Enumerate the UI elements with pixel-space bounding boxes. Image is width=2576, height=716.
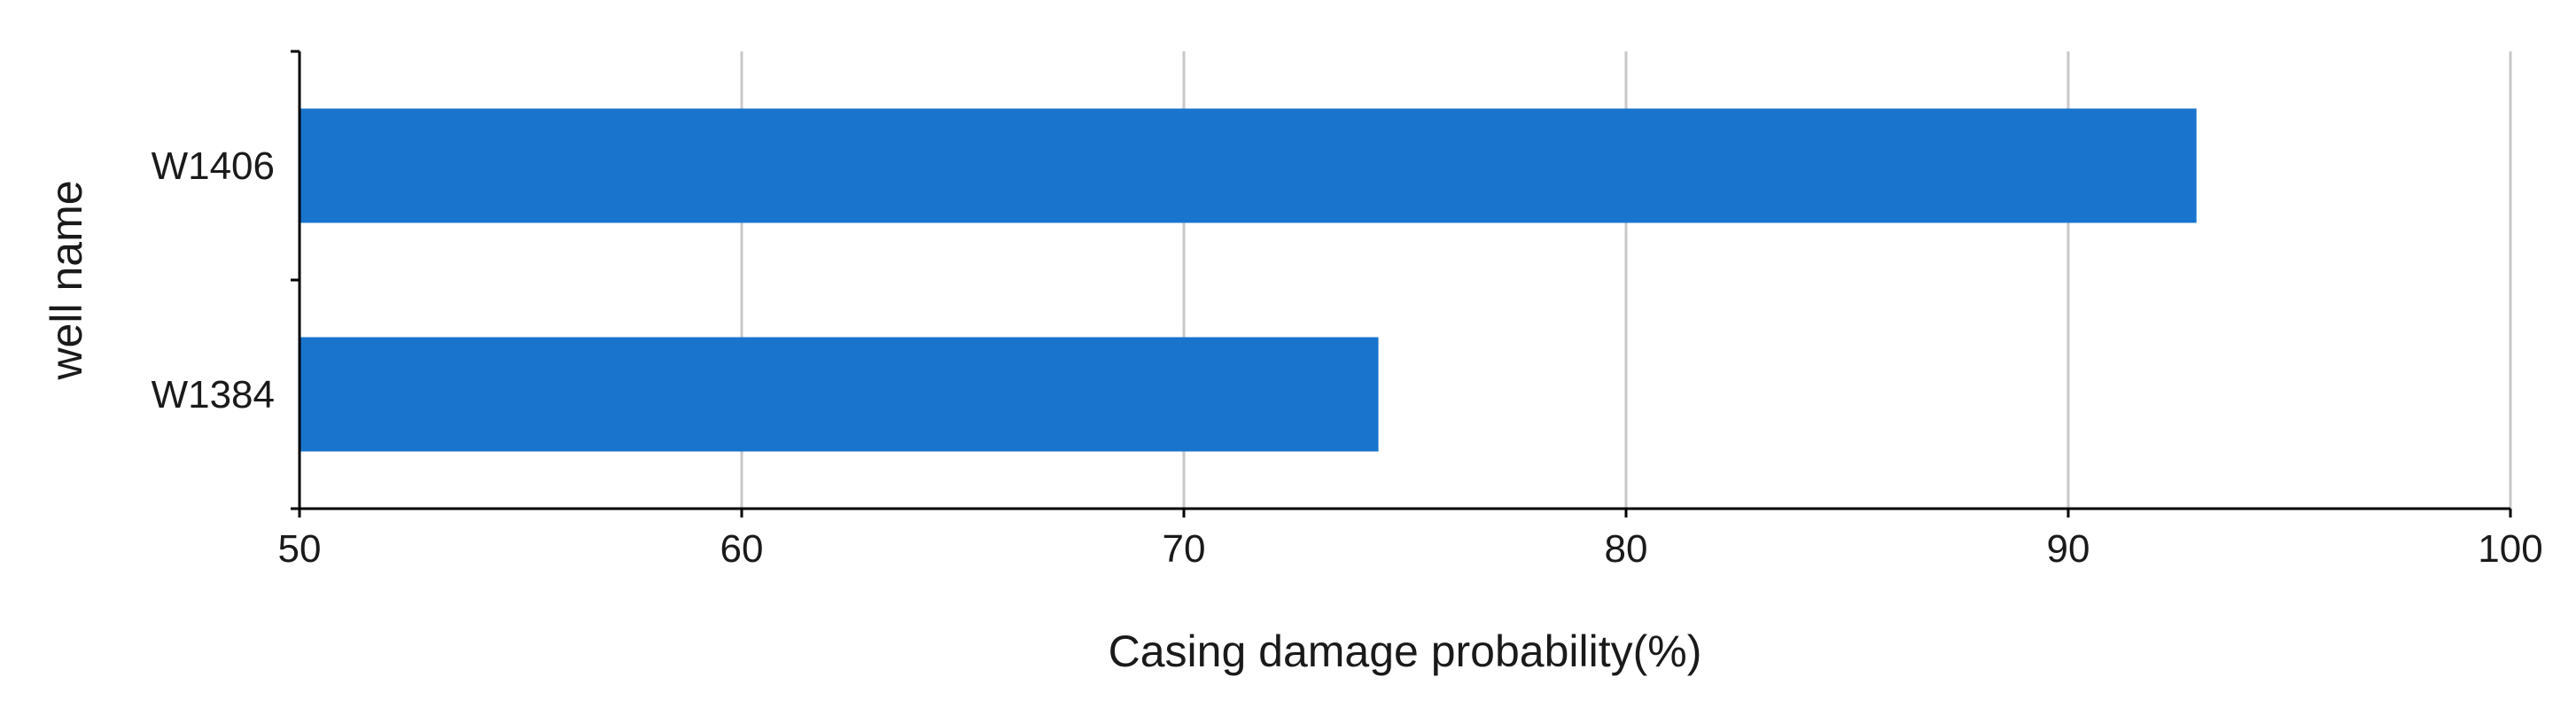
- y-axis-title: well name: [42, 180, 91, 380]
- ticks: W1406 W1384 50 60 70 80 90 100: [152, 50, 2543, 571]
- x-axis-title: Casing damage probability(%): [1109, 626, 1702, 676]
- y-tick-label-w1384: W1384: [152, 373, 275, 416]
- x-tick-label-50: 50: [278, 527, 322, 571]
- x-tick-label-60: 60: [720, 527, 764, 571]
- bars: [300, 108, 2197, 452]
- x-tick-label-90: 90: [2047, 527, 2090, 571]
- bar-w1406: [300, 108, 2197, 223]
- bar-w1384: [300, 337, 1379, 452]
- x-tick-label-70: 70: [1163, 527, 1206, 571]
- x-tick-label-100: 100: [2478, 527, 2542, 571]
- y-tick-label-w1406: W1406: [152, 144, 275, 188]
- x-tick-label-80: 80: [1605, 527, 1648, 571]
